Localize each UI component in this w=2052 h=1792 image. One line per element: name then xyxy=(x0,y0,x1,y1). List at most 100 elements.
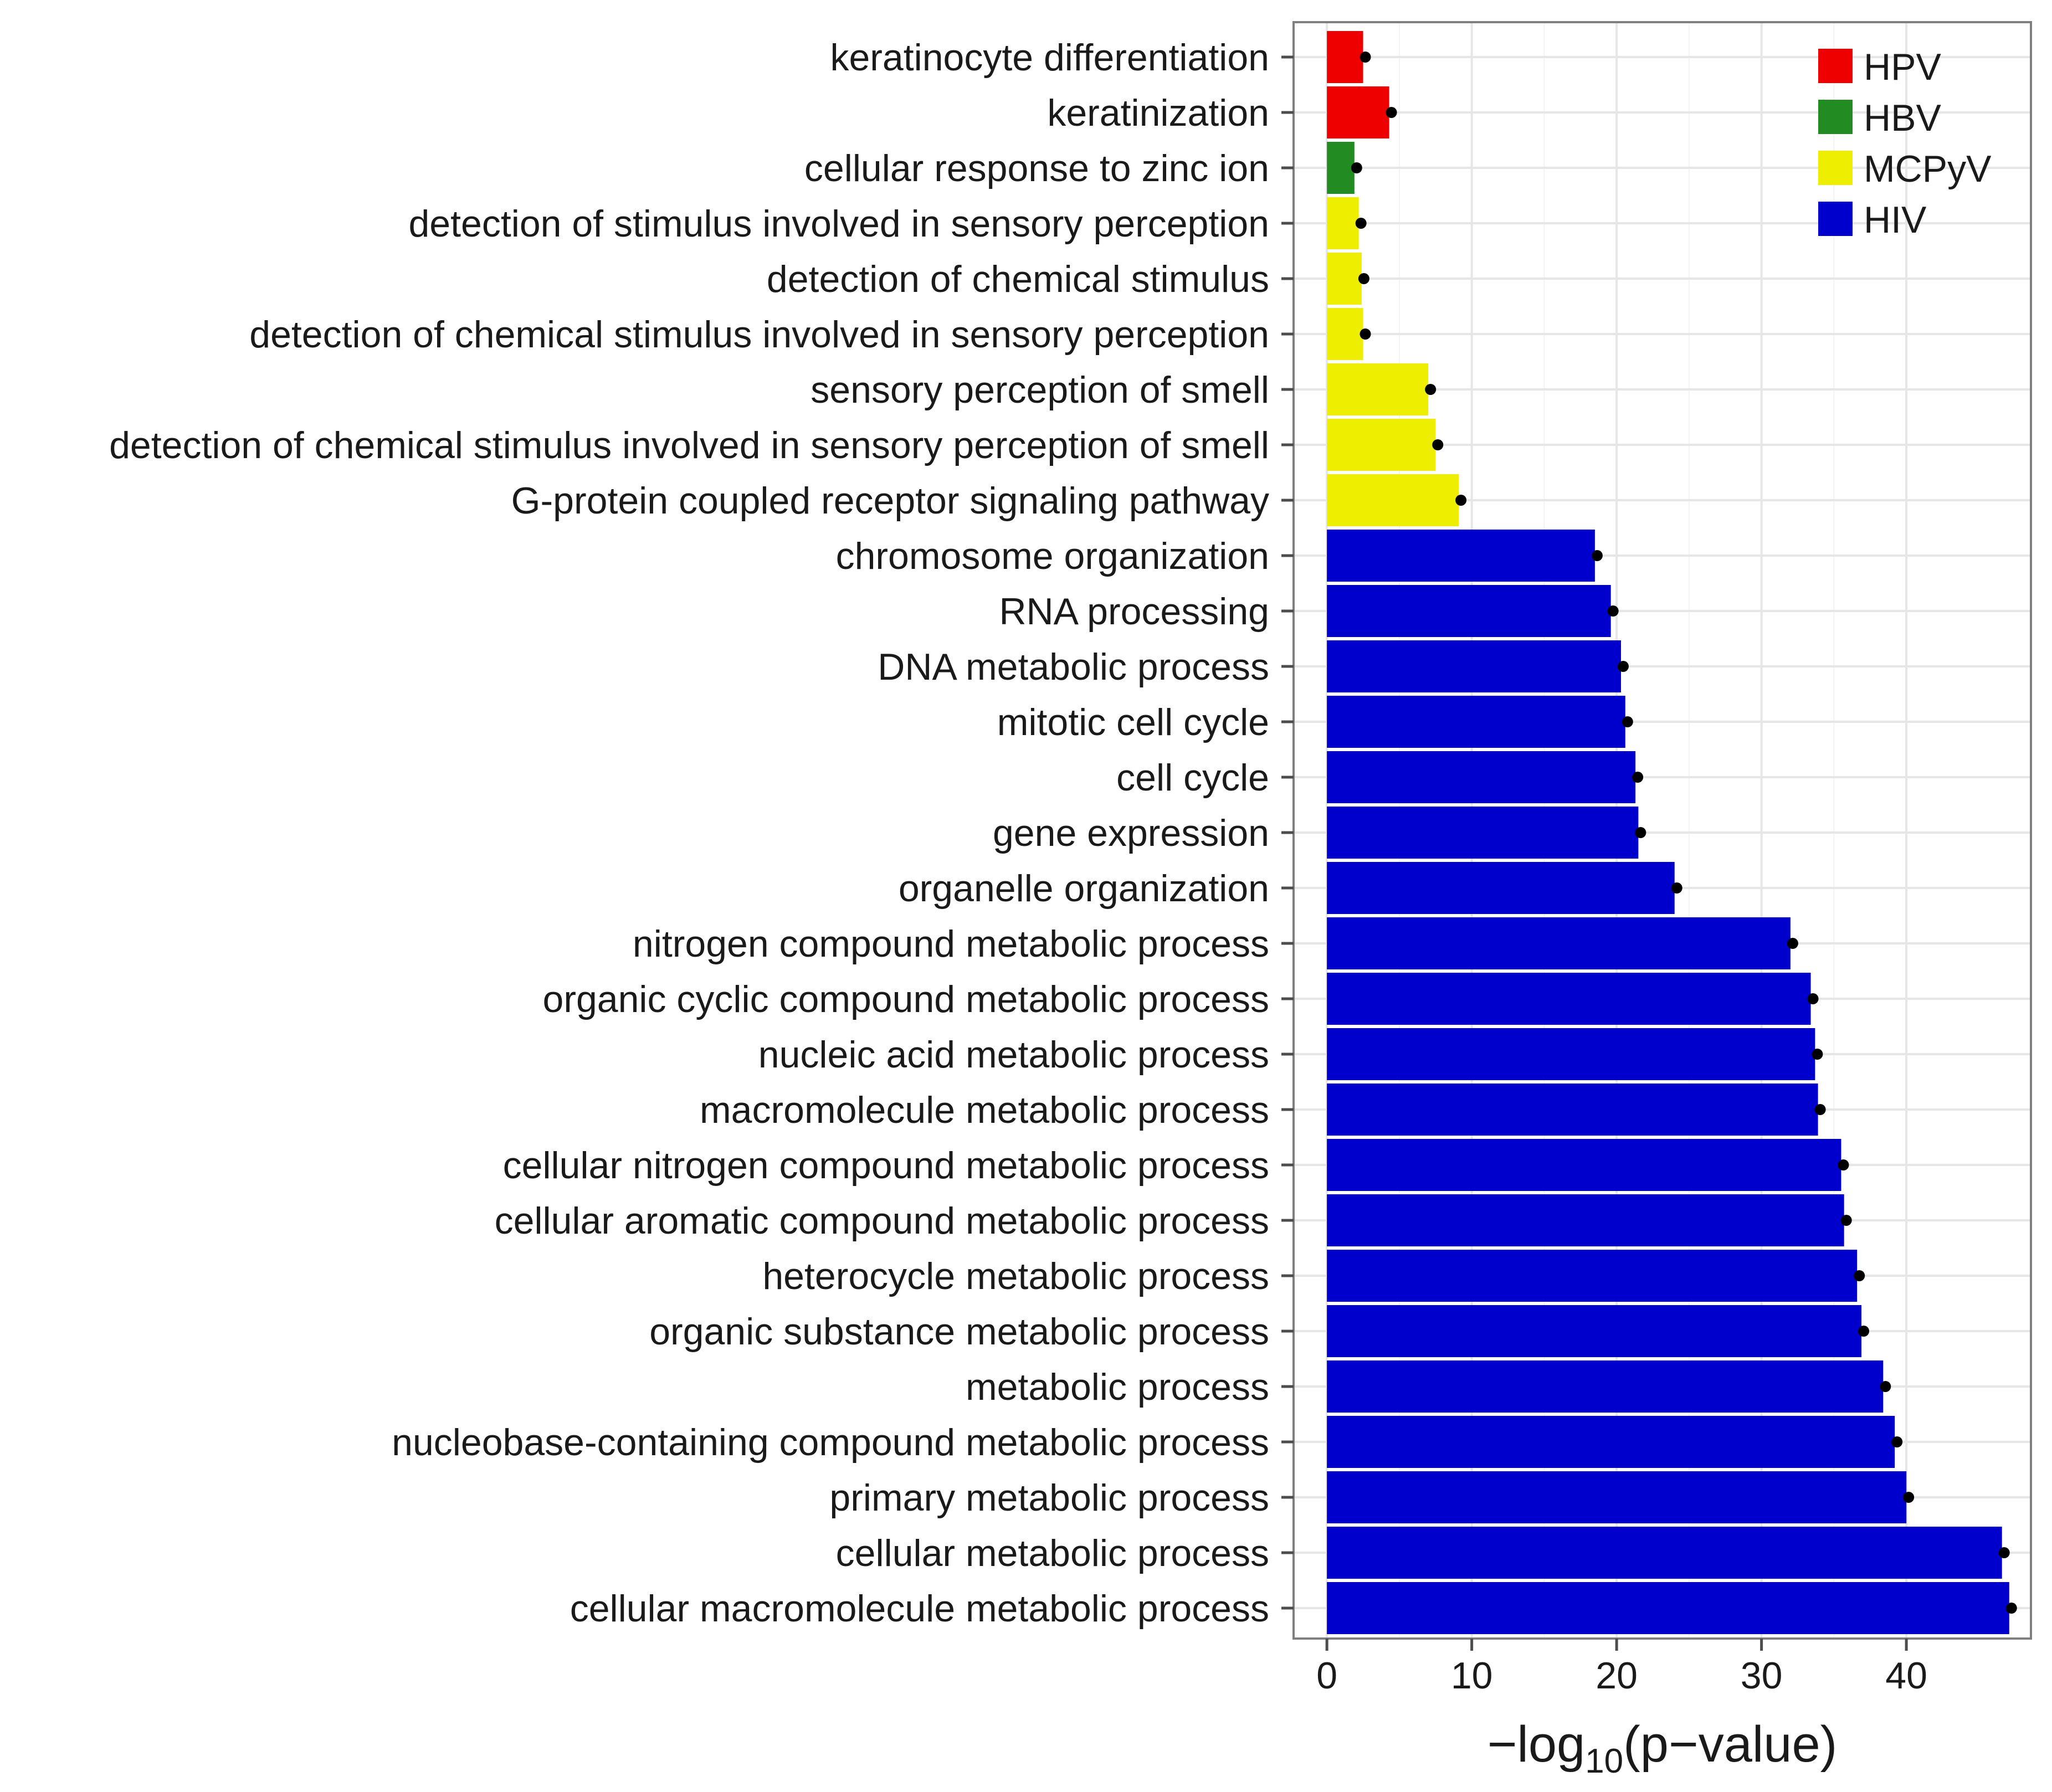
bar xyxy=(1327,363,1429,415)
y-tick-label: G-protein coupled receptor signaling pat… xyxy=(511,480,1269,522)
y-tick-label: organic cyclic compound metabolic proces… xyxy=(543,978,1270,1020)
bar xyxy=(1327,197,1359,249)
bar xyxy=(1327,1416,1895,1468)
bar-end-marker xyxy=(1838,1159,1849,1170)
bar xyxy=(1327,862,1675,914)
legend-label: HPV xyxy=(1864,46,1941,88)
bar xyxy=(1327,1084,1818,1136)
bar xyxy=(1327,308,1363,360)
bar xyxy=(1327,474,1459,526)
y-tick-label: primary metabolic process xyxy=(829,1477,1269,1519)
bar-end-marker xyxy=(1880,1381,1891,1392)
bar xyxy=(1327,751,1636,803)
bar xyxy=(1327,1139,1841,1191)
x-axis: 0 10 20 30 40 xyxy=(1316,1639,1927,1697)
bar xyxy=(1327,1028,1815,1080)
bar-end-marker xyxy=(1671,882,1682,894)
x-axis-title: −log10(p−value) xyxy=(1487,1716,1838,1780)
x-tick-label: 0 xyxy=(1316,1655,1337,1697)
bar-end-marker xyxy=(1903,1492,1915,1503)
bar xyxy=(1327,1250,1858,1302)
y-tick-label: heterocycle metabolic process xyxy=(762,1255,1269,1297)
bar-end-marker xyxy=(1386,107,1397,118)
bar-end-marker xyxy=(1622,716,1633,727)
bar xyxy=(1327,1471,1907,1523)
y-tick-label: detection of chemical stimulus involved … xyxy=(249,314,1269,356)
y-tick-label: keratinization xyxy=(1047,92,1269,134)
bar-end-marker xyxy=(1355,218,1367,229)
bar xyxy=(1327,530,1595,582)
bar-end-marker xyxy=(1858,1326,1870,1337)
bar xyxy=(1327,142,1355,194)
y-tick-label: DNA metabolic process xyxy=(878,646,1269,688)
legend-key xyxy=(1818,49,1853,83)
legend-key xyxy=(1818,100,1853,134)
x-tick-label: 20 xyxy=(1596,1655,1638,1697)
legend-key xyxy=(1818,151,1853,185)
bar xyxy=(1327,807,1639,859)
y-tick-label: detection of stimulus involved in sensor… xyxy=(408,203,1269,245)
bar-end-marker xyxy=(1854,1270,1865,1281)
bars-layer xyxy=(1327,31,2017,1634)
bar-end-marker xyxy=(1617,661,1629,672)
legend: HPV HBV MCPyV HIV xyxy=(1818,46,1992,241)
bar xyxy=(1327,1360,1884,1413)
bar xyxy=(1327,1194,1844,1246)
bar xyxy=(1327,1527,2002,1579)
bar xyxy=(1327,86,1389,138)
y-tick-label: sensory perception of smell xyxy=(810,369,1269,411)
bar-end-marker xyxy=(1632,772,1644,783)
bar xyxy=(1327,253,1362,305)
bar xyxy=(1327,640,1621,692)
y-tick-label: macromolecule metabolic process xyxy=(700,1089,1269,1131)
y-tick-label: cellular response to zinc ion xyxy=(804,147,1269,189)
bar xyxy=(1327,696,1625,748)
bar-end-marker xyxy=(1812,1049,1823,1060)
bar-end-marker xyxy=(1425,384,1437,395)
x-axis-title-prefix: −log xyxy=(1487,1716,1586,1773)
y-tick-label: organic substance metabolic process xyxy=(649,1311,1269,1353)
y-tick-label: cellular aromatic compound metabolic pro… xyxy=(495,1200,1269,1242)
bar xyxy=(1327,1305,1862,1357)
bar-end-marker xyxy=(1432,439,1444,450)
x-axis-title-subscript: 10 xyxy=(1585,1742,1623,1780)
bar-end-marker xyxy=(1351,162,1362,173)
bar xyxy=(1327,917,1791,969)
y-tick-label: mitotic cell cycle xyxy=(997,701,1269,743)
bar-end-marker xyxy=(1591,550,1603,561)
bar xyxy=(1327,585,1611,637)
y-tick-label: gene expression xyxy=(993,812,1269,854)
bar-end-marker xyxy=(1635,827,1646,838)
y-tick-label: nitrogen compound metabolic process xyxy=(633,923,1269,965)
y-tick-label: organelle organization xyxy=(899,867,1269,910)
y-tick-label: keratinocyte differentiation xyxy=(830,37,1269,79)
bar-end-marker xyxy=(1891,1436,1903,1447)
bar-end-marker xyxy=(1455,495,1467,506)
bar-end-marker xyxy=(1360,52,1371,63)
legend-label: HBV xyxy=(1864,97,1941,139)
bar-end-marker xyxy=(1787,938,1798,949)
legend-label: MCPyV xyxy=(1864,148,1992,190)
y-axis: keratinocyte differentiation keratinizati… xyxy=(109,37,1294,1630)
bar-end-marker xyxy=(1607,605,1619,617)
bar xyxy=(1327,1582,2009,1634)
y-tick-label: cellular nitrogen compound metabolic pro… xyxy=(503,1144,1269,1187)
bar-end-marker xyxy=(1807,993,1819,1004)
x-tick-label: 10 xyxy=(1451,1655,1493,1697)
bar-end-marker xyxy=(2005,1603,2017,1614)
bar-end-marker xyxy=(1840,1215,1852,1226)
x-tick-label: 40 xyxy=(1885,1655,1927,1697)
y-tick-label: cellular metabolic process xyxy=(836,1532,1269,1574)
legend-key xyxy=(1818,202,1853,236)
y-tick-label: detection of chemical stimulus involved … xyxy=(109,424,1269,466)
y-tick-label: cell cycle xyxy=(1116,757,1269,799)
y-tick-label: chromosome organization xyxy=(836,535,1269,577)
bar-end-marker xyxy=(1998,1547,2010,1558)
bar xyxy=(1327,419,1436,471)
y-tick-label: nucleobase-containing compound metabolic… xyxy=(392,1421,1269,1464)
x-tick-label: 30 xyxy=(1741,1655,1783,1697)
bar xyxy=(1327,973,1811,1025)
bar-end-marker xyxy=(1360,328,1371,340)
y-tick-label: RNA processing xyxy=(999,591,1269,633)
